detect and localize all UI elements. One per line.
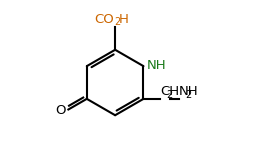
Text: 2: 2 [115, 17, 121, 27]
Text: 2: 2 [186, 90, 192, 100]
Text: NH: NH [179, 85, 199, 98]
Text: NH: NH [146, 59, 166, 72]
Text: H: H [119, 13, 129, 26]
Text: CO: CO [95, 13, 114, 26]
Text: CH: CH [160, 85, 179, 98]
Text: O: O [55, 104, 65, 117]
Text: 2: 2 [167, 90, 173, 100]
